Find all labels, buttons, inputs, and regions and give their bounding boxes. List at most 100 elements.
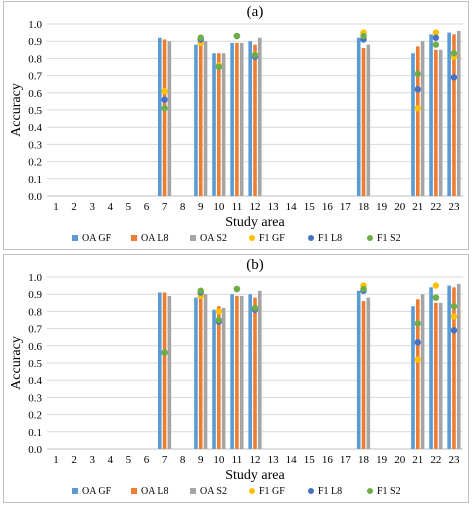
- legend-label: F1 S2: [377, 233, 401, 244]
- bar: [366, 44, 371, 196]
- x-tick-label: 16: [322, 201, 334, 213]
- legend-marker: [131, 488, 137, 494]
- x-tick-label: 16: [322, 454, 334, 466]
- bar: [230, 42, 234, 196]
- point: [197, 34, 204, 41]
- y-tick-label: 0.3: [28, 139, 42, 151]
- chart-svg: (a)0.00.10.20.30.40.50.60.70.80.91.01 2 3 4…: [9, 4, 463, 244]
- bar: [420, 41, 425, 197]
- x-tick-label: 6: [144, 201, 150, 213]
- x-tick-label: 9: [198, 454, 204, 466]
- x-tick-label: 10: [213, 454, 225, 466]
- bar: [420, 294, 425, 449]
- bar: [167, 295, 172, 449]
- x-tick-label: 6: [144, 454, 150, 466]
- x-tick-label: 15: [304, 201, 316, 213]
- panel-b-frame: [3, 254, 469, 503]
- legend-marker: [249, 235, 255, 241]
- legend-marker: [308, 235, 314, 241]
- point: [215, 308, 223, 315]
- y-tick-label: 0.7: [28, 324, 42, 336]
- x-tick-label: 13: [268, 454, 280, 466]
- point: [161, 96, 168, 103]
- bar: [248, 41, 252, 197]
- y-tick-label: 0.7: [28, 71, 42, 83]
- x-tick-label: 3: [89, 454, 95, 466]
- point: [251, 51, 259, 59]
- bar: [361, 301, 366, 449]
- x-tick-label: 8: [180, 201, 186, 213]
- y-tick-label: 0.4: [28, 122, 42, 134]
- chart-panel-b: (b) 0.0 0.1 0.2 0.3 0.4 0.5 0.6 0.7 0.8 0.9 1.0 1 2 3 4…: [0, 253, 474, 503]
- bar: [239, 295, 244, 449]
- point: [215, 63, 223, 71]
- bar: [248, 294, 252, 449]
- legend-label: F1 L8: [318, 486, 342, 497]
- point: [432, 41, 440, 48]
- chart-title: (b): [246, 257, 264, 273]
- y-tick-label: 0.1: [28, 427, 42, 439]
- legend-label: OA GF: [82, 233, 112, 244]
- legend-marker: [249, 488, 255, 494]
- point: [360, 32, 367, 40]
- x-tick-label: 5: [126, 201, 132, 213]
- x-tick-label: 2: [71, 201, 77, 213]
- bar: [212, 53, 216, 196]
- point: [432, 34, 440, 41]
- bar: [157, 37, 162, 197]
- legend-label: F1 GF: [259, 486, 285, 497]
- point: [432, 282, 440, 289]
- point: [450, 303, 458, 310]
- x-tick-label: 20: [394, 454, 406, 466]
- x-tick-label: 10: [213, 201, 225, 213]
- bar: [258, 290, 262, 449]
- bar: [438, 49, 443, 196]
- bar: [361, 48, 366, 196]
- x-tick-label: 1: [53, 454, 59, 466]
- legend-label: F1 S2: [377, 486, 401, 497]
- x-tick-label: 17: [340, 201, 352, 213]
- bar: [198, 292, 203, 449]
- y-tick-label: 0.3: [28, 392, 42, 404]
- legend-marker: [131, 235, 137, 241]
- x-tick-label: 12: [250, 454, 261, 466]
- y-axis-label: Accuracy: [9, 83, 24, 137]
- x-tick-label: 14: [286, 454, 298, 466]
- bar: [221, 53, 226, 196]
- bar: [356, 290, 361, 449]
- bar: [452, 34, 456, 196]
- x-tick-label: 19: [376, 454, 388, 466]
- point: [414, 320, 421, 327]
- point: [432, 29, 440, 36]
- bar: [212, 309, 216, 449]
- legend-label: OA S2: [200, 486, 227, 497]
- point: [360, 285, 367, 293]
- x-tick-label: 4: [108, 201, 114, 213]
- panel-a-frame: [3, 1, 469, 250]
- bar: [194, 297, 198, 449]
- legend-marker: [190, 488, 196, 494]
- x-tick-label: 17: [340, 454, 352, 466]
- chart-panel-a: (a) 0.0 0.1 0.2 0.3 0.4 0.5 0.6 0.7 0.8 0.9 1.0 1 2 3 4…: [0, 0, 474, 250]
- point: [161, 349, 168, 356]
- y-tick-label: 0.9: [28, 289, 42, 301]
- bar: [438, 302, 443, 449]
- y-tick-label: 1.0: [28, 19, 42, 31]
- bar: [434, 302, 438, 449]
- point: [414, 356, 421, 363]
- point: [414, 105, 421, 112]
- bar: [415, 46, 420, 196]
- chart-svg: (b)0.00.10.20.30.40.50.60.70.80.91.01 2 3 4…: [9, 257, 463, 497]
- y-tick-label: 0.8: [28, 53, 42, 65]
- x-tick-label: 23: [448, 201, 460, 213]
- point: [233, 285, 241, 293]
- legend-marker: [308, 488, 314, 494]
- bar: [411, 53, 415, 196]
- bar: [429, 34, 433, 196]
- x-axis-label: Study area: [225, 468, 285, 483]
- y-tick-label: 0.0: [28, 444, 42, 456]
- legend-marker: [72, 235, 78, 241]
- legend-label: F1 GF: [259, 233, 285, 244]
- point: [414, 86, 421, 93]
